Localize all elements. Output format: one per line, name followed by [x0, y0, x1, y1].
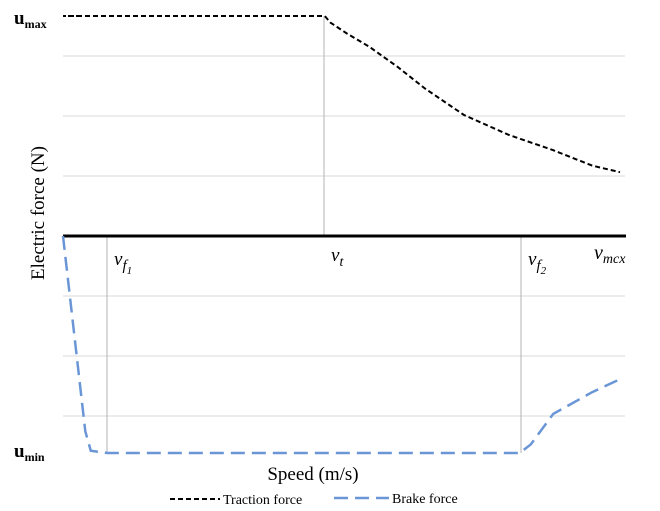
legend-label-brake: Brake force: [392, 492, 458, 507]
series-line-traction-force: [63, 15, 621, 174]
series-line-brake-force: [61, 235, 621, 455]
legend: Traction force Brake force: [170, 492, 458, 508]
grid: [63, 55, 625, 417]
vf2-label: vf2: [528, 249, 547, 277]
umin-label: umin: [14, 441, 45, 464]
legend-label-traction: Traction force: [223, 493, 302, 508]
vmax-label: vmcx: [594, 242, 626, 267]
x-axis-title: Speed (m/s): [267, 464, 358, 485]
umax-label: umax: [14, 8, 47, 31]
vt-label: vt: [331, 245, 344, 270]
y-axis-title: Electric force (N): [28, 146, 49, 280]
vf1-label: vf1: [114, 249, 132, 277]
